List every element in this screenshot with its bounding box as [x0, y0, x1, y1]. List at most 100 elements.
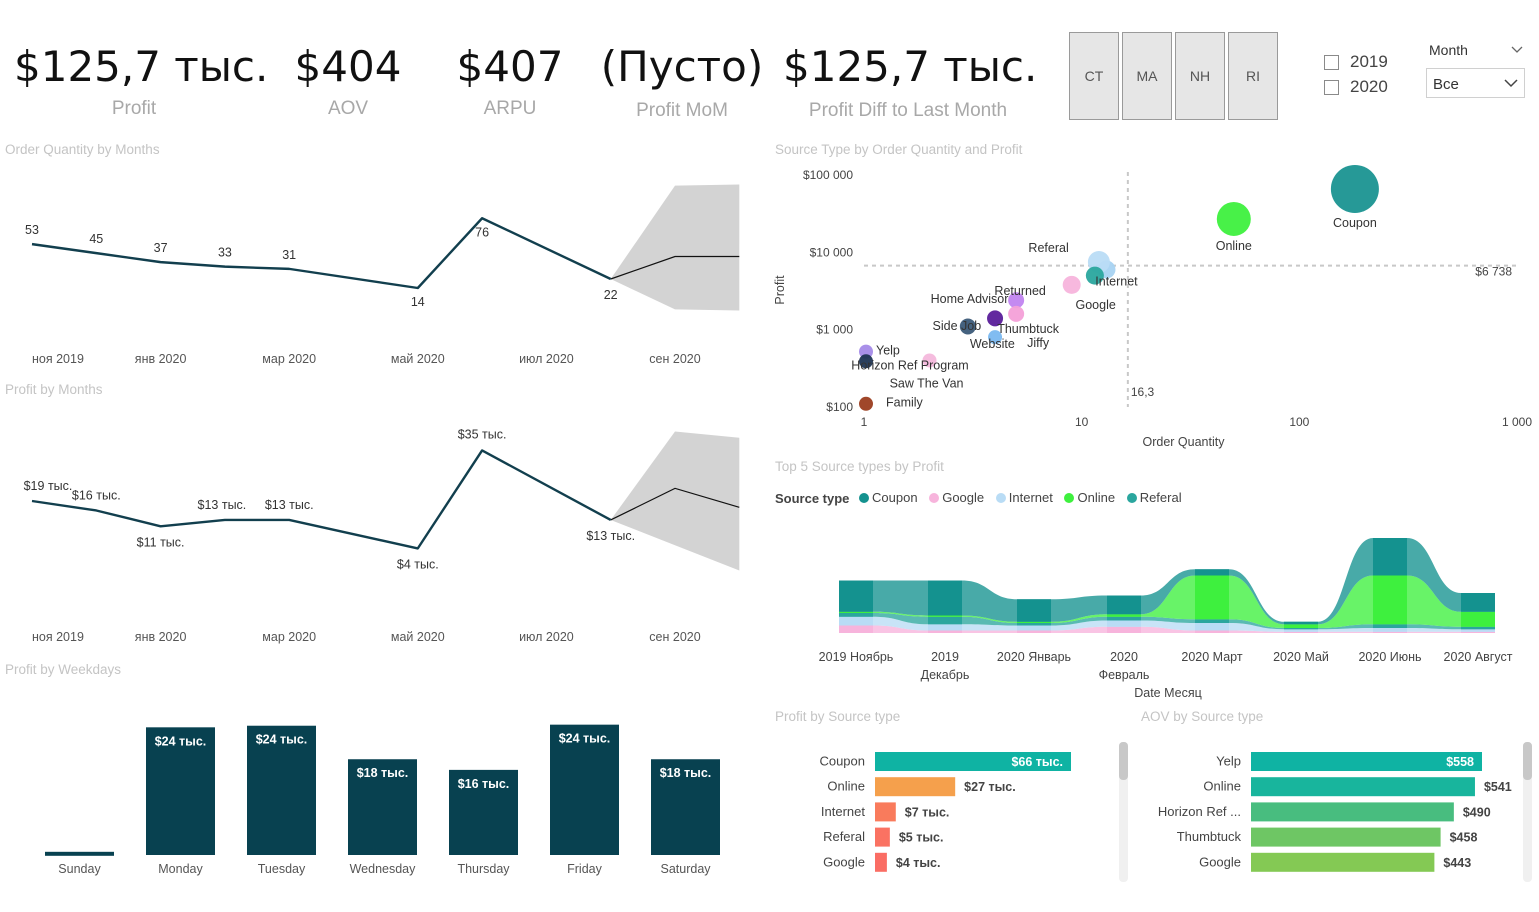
hbar-category-label: Google	[823, 854, 865, 869]
scatter-label: Referal	[1028, 241, 1068, 255]
area-highlight-google	[1373, 631, 1407, 633]
area-x-label: 2020 Март	[1181, 650, 1242, 664]
area-highlight-coupon	[1284, 621, 1318, 625]
hbar-category-label: Coupon	[819, 754, 865, 769]
year-2020-label: 2020	[1350, 77, 1388, 96]
chevron-down-icon[interactable]	[1510, 45, 1524, 55]
hbar-category-label: Online	[1203, 779, 1241, 794]
scatter-label: Jiffy	[1027, 336, 1050, 350]
area-highlight-google	[1284, 631, 1318, 633]
weekday-bar-label: $24 тыс.	[155, 734, 207, 748]
scatter-point	[987, 310, 1004, 327]
scatter-label: Returned	[994, 284, 1045, 298]
weekday-bar	[651, 759, 720, 855]
hbar-value-label: $27 тыс.	[964, 780, 1016, 794]
state-tile-ri[interactable]: RI	[1228, 32, 1278, 120]
legend-item-internet[interactable]: Internet	[995, 490, 1053, 505]
aov-source-scroll-thumb[interactable]	[1523, 742, 1532, 780]
weekday-bar	[449, 769, 518, 855]
data-label: 14	[411, 295, 425, 309]
area-highlight-google	[839, 625, 873, 633]
scatter-label: Internet	[1095, 275, 1138, 289]
weekday-bar	[146, 727, 215, 855]
area-highlight-referal	[1461, 626, 1495, 630]
year-2019-checkbox[interactable]	[1324, 55, 1339, 70]
area-highlight-google	[1017, 630, 1051, 633]
legend-item-referal[interactable]: Referal	[1126, 490, 1182, 505]
x-tick-label: май 2020	[391, 630, 445, 644]
scatter-label: Google	[1076, 298, 1116, 312]
hbar-value-label: $5 тыс.	[899, 831, 944, 845]
area-x-label: 2020 Август	[1444, 650, 1513, 664]
area-highlight-referal	[1107, 616, 1141, 621]
year-2020-checkbox[interactable]	[1324, 80, 1339, 95]
hbar-value-label: $443	[1443, 856, 1471, 870]
weekday-bar-label: $24 тыс.	[256, 733, 308, 747]
data-line	[31, 449, 612, 550]
data-label: $16 тыс.	[72, 488, 121, 502]
area-highlight-internet	[1461, 629, 1495, 632]
profit-source-scrollbar[interactable]	[1119, 742, 1128, 882]
scatter-point	[859, 354, 873, 369]
kpi-profit-mom-value: (Пусто)	[600, 42, 764, 91]
month-dropdown-value: Все	[1433, 76, 1459, 93]
kpi-profit-label: Profit	[111, 98, 157, 119]
data-label: 22	[604, 288, 618, 302]
state-tile-ma[interactable]: MA	[1122, 32, 1172, 120]
aov-source-scrollbar[interactable]	[1523, 742, 1532, 882]
area-x-label: 2019	[931, 650, 959, 664]
legend-label-coupon: Coupon	[872, 490, 918, 505]
scatter-label: Family	[886, 395, 924, 409]
legend-item-coupon[interactable]: Coupon	[859, 490, 918, 505]
kpi-profit-diff-label: Profit Diff to Last Month	[808, 100, 1008, 121]
scatter-point	[959, 318, 976, 335]
hbar-category-label: Referal	[823, 829, 865, 844]
legend-label-google: Google	[942, 490, 985, 505]
scatter-label: Side Job	[933, 319, 982, 333]
area-x-label: 2020	[1110, 650, 1138, 664]
x-axis-title: Order Quantity	[1143, 435, 1226, 449]
hbar-bar	[875, 827, 890, 847]
y-tick-label: $1 000	[816, 323, 853, 337]
scatter-point	[859, 344, 873, 359]
scatter-point	[1216, 201, 1251, 236]
weekday-bar-label: $24 тыс.	[559, 732, 611, 746]
area-x-label: 2020 Январь	[997, 650, 1071, 664]
hbar-bar	[1251, 852, 1435, 872]
profit-source-scroll-thumb[interactable]	[1119, 742, 1128, 780]
scatter-title: Source Type by Order Quantity and Profit	[775, 142, 1023, 157]
state-tile-nh[interactable]: NH	[1175, 32, 1225, 120]
data-label: 76	[475, 225, 489, 239]
profit-months-chart: $19 тыс.$16 тыс. $11 тыс. $13 тыс. $13 тыс.…	[24, 427, 740, 644]
scatter-point	[1008, 305, 1025, 322]
forecast-band	[610, 431, 740, 571]
scatter-point	[922, 353, 937, 368]
scatter-point	[859, 396, 873, 411]
month-dropdown[interactable]: Все	[1426, 68, 1525, 98]
weekday-category-label: Friday	[567, 862, 602, 876]
area-highlight-online	[1373, 575, 1407, 625]
legend-item-google[interactable]: Google	[929, 490, 984, 505]
order-qty-chart: 53 45 37 33 31 14 76 22 ноя 2019 янв 2020 мар 2020…	[25, 184, 740, 366]
y-tick-label: $100 000	[803, 168, 853, 182]
weekday-category-label: Tuesday	[258, 862, 306, 876]
weekday-bar	[550, 724, 619, 855]
scatter-point	[1085, 266, 1104, 285]
area-highlight-coupon	[1461, 593, 1495, 612]
data-line	[31, 217, 612, 290]
area-highlight-referal	[1284, 628, 1318, 630]
hbar-bar	[1251, 777, 1475, 797]
area-x-label: Декабрь	[921, 668, 970, 682]
area-x-axis-title: Date Месяц	[1134, 686, 1202, 700]
top5-legend: Source type Coupon Google Internet Onlin…	[775, 490, 1190, 506]
x-tick-label: ноя 2019	[32, 352, 84, 366]
area-highlight-coupon	[1017, 599, 1051, 622]
weekday-bar-label: $16 тыс.	[458, 777, 510, 791]
area-series-google	[839, 625, 1495, 633]
hbar-value-label: $4 тыс.	[896, 856, 941, 870]
legend-dot-coupon	[859, 492, 870, 503]
legend-item-online[interactable]: Online	[1064, 490, 1115, 505]
area-highlight-online	[839, 611, 873, 613]
state-tile-ct[interactable]: CT	[1069, 32, 1119, 120]
x-tick-label: янв 2020	[135, 352, 187, 366]
